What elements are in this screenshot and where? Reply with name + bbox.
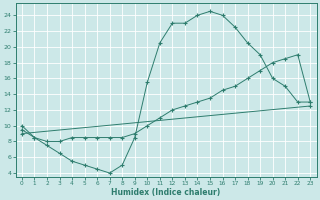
X-axis label: Humidex (Indice chaleur): Humidex (Indice chaleur) (111, 188, 221, 197)
